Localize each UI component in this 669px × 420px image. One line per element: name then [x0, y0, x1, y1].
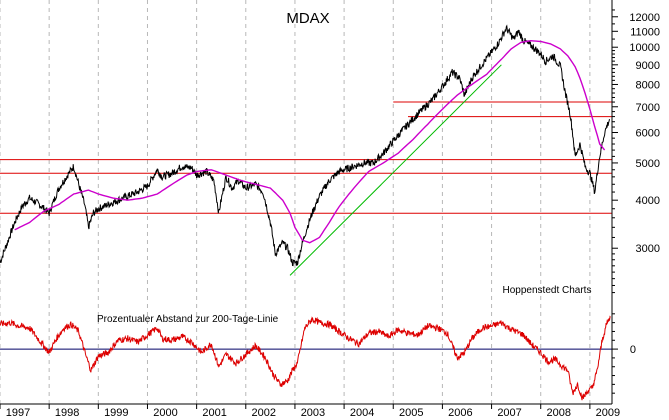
resistance-lines — [0, 101, 612, 214]
oscillator-title: Prozentualer Abstand zur 200-Tage-Linie — [97, 314, 279, 325]
series-trend-line — [289, 64, 502, 276]
y-tick-label: 12000 — [629, 12, 660, 24]
y-axis-oscillator: 0 — [612, 313, 636, 394]
series-abstand-line — [0, 315, 611, 401]
x-tick-label: 2003 — [301, 407, 325, 419]
source-annotation: Hoppenstedt Charts — [503, 285, 592, 296]
x-tick-label: 2002 — [252, 407, 276, 419]
y-tick-label: 4000 — [636, 195, 660, 207]
x-tick-label: 1997 — [6, 407, 30, 419]
x-tick-label: 2009 — [596, 407, 620, 419]
y-axis-price: 3000 4000 5000 6000 7000 8000 9000 10000 11000 12… — [612, 9, 660, 294]
x-tick-label: 1999 — [104, 407, 128, 419]
y-tick-label: 11000 — [630, 26, 660, 38]
x-tick-label: 2000 — [153, 407, 177, 419]
x-tick-label: 2001 — [202, 407, 226, 419]
y-tick-label: 5000 — [636, 158, 660, 170]
y-tick-label: 6000 — [636, 127, 660, 139]
x-tick-label: 2008 — [546, 407, 570, 419]
x-axis: 1997 1998 1999 2000 2001 2002 2003 2004 2005 2006… — [0, 404, 620, 419]
price-series — [0, 24, 610, 276]
x-tick-label: 2007 — [497, 407, 521, 419]
oscillator-series — [0, 315, 612, 401]
x-tick-label: 2006 — [448, 407, 472, 419]
x-tick-label: 1998 — [55, 407, 79, 419]
x-tick-label: 2005 — [399, 407, 423, 419]
y-tick-label: 7000 — [636, 102, 660, 114]
y-tick-label: 10000 — [629, 42, 660, 54]
y-tick-label: 3000 — [636, 243, 660, 255]
x-tick-label: 2004 — [350, 407, 374, 419]
series-200-day-line — [14, 39, 606, 244]
vertical-grid — [0, 0, 591, 404]
y-tick-label: 8000 — [636, 79, 660, 91]
chart-title: MDAX — [286, 10, 329, 27]
osc-y-tick-label: 0 — [630, 344, 636, 356]
y-tick-label: 9000 — [636, 60, 660, 72]
series-mdax-line — [0, 24, 610, 267]
